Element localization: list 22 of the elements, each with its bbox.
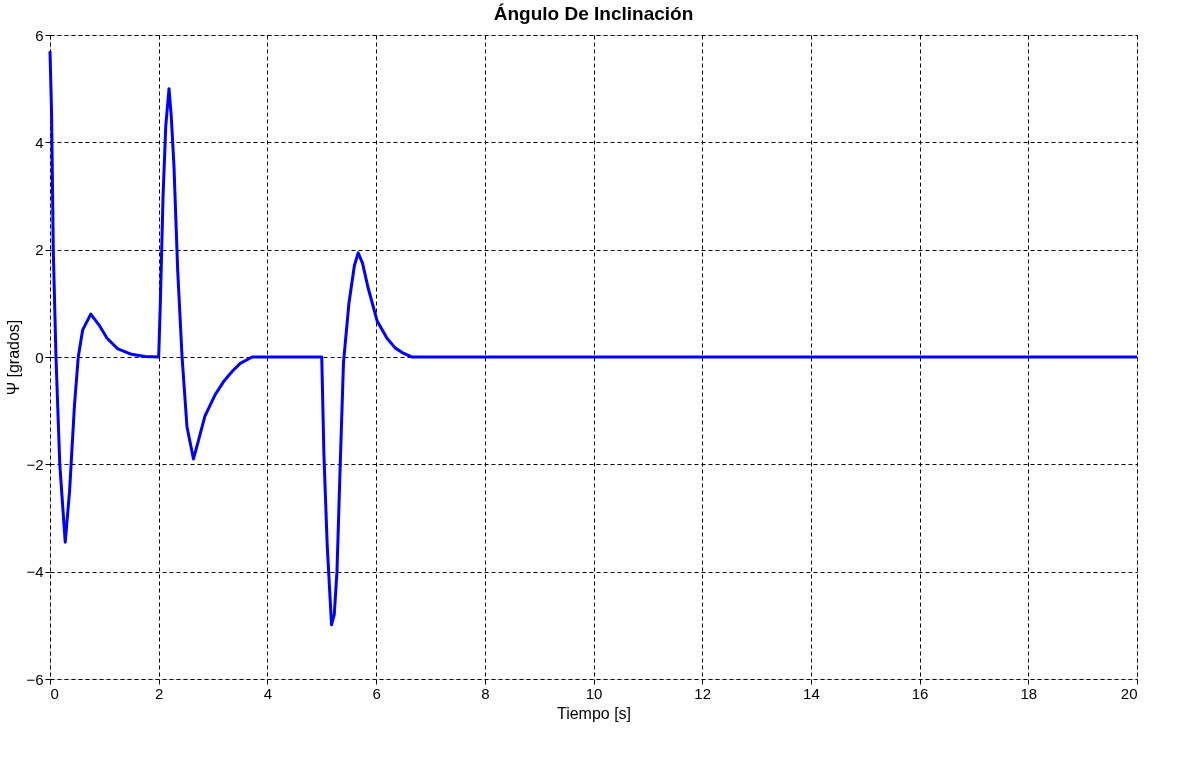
y-axis-title: Ψ [grados] [5, 319, 23, 396]
x-tick-label: 12 [694, 684, 712, 702]
y-tick-label: −4 [26, 563, 44, 581]
x-tick-label: 16 [911, 684, 929, 702]
x-tick-label: 4 [263, 684, 273, 702]
y-tick-label: 2 [35, 241, 44, 259]
chart-title: Ángulo De Inclinación [493, 3, 694, 24]
y-tick-label: 4 [35, 133, 44, 151]
x-tick-label: 18 [1020, 684, 1038, 702]
x-tick-label: 10 [585, 684, 603, 702]
x-axis-title: Tiempo [s] [556, 704, 632, 722]
y-tick-label: −2 [26, 455, 44, 473]
line-series [48, 49, 1139, 627]
x-tick-label: 6 [372, 684, 381, 702]
x-tick-label: 8 [481, 684, 490, 702]
x-tick-label: 14 [803, 684, 820, 702]
y-tick-label: −6 [26, 670, 44, 688]
x-tick-label: 2 [155, 684, 164, 702]
x-tick-label: 20 [1120, 684, 1138, 702]
y-tick-label: 6 [35, 26, 44, 44]
x-tick-label: 0 [50, 684, 59, 702]
y-tick-label: 0 [35, 348, 44, 366]
